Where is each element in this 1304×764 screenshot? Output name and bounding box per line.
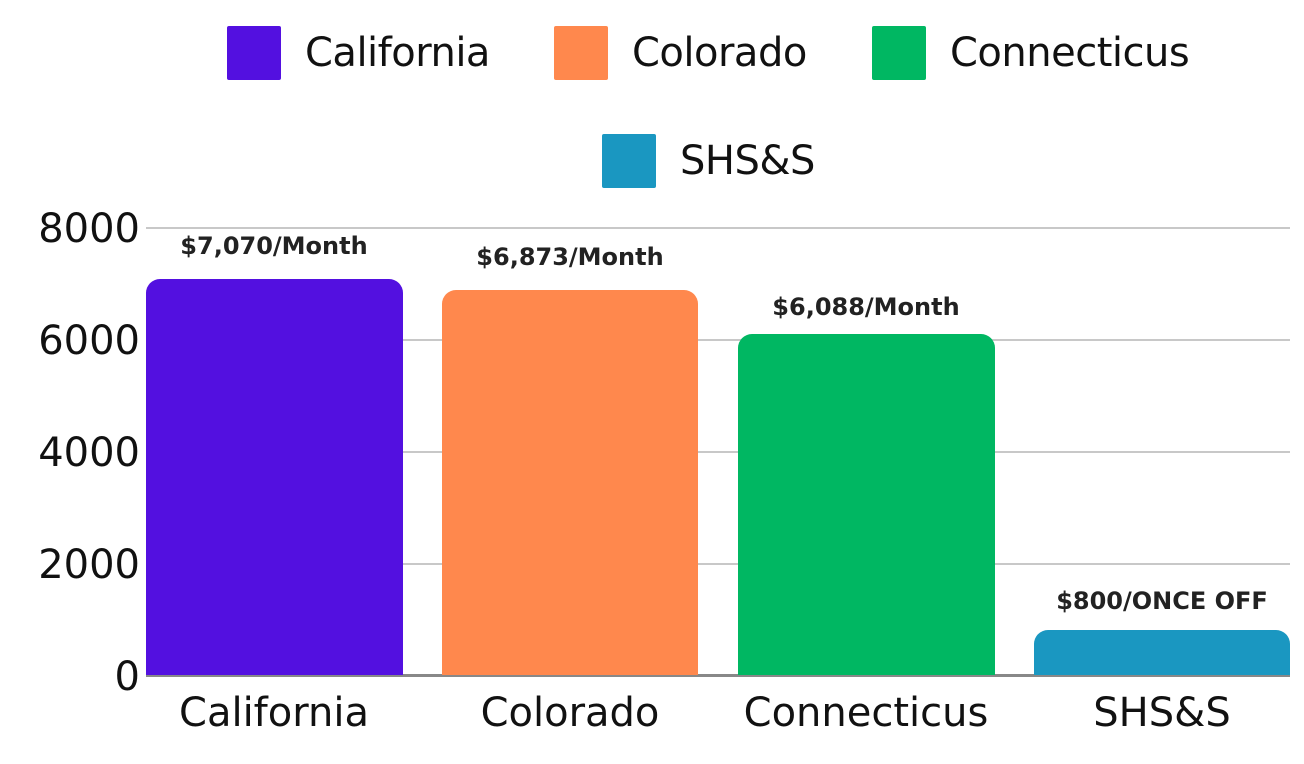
legend-item-shss: SHS&S [602, 134, 815, 188]
bar-label-connecticus: $6,088/Month [772, 293, 960, 321]
legend-label: California [305, 30, 490, 76]
legend-item-california: California [227, 26, 490, 80]
legend-swatch-shss [602, 134, 656, 188]
legend-swatch-connecticus [872, 26, 926, 80]
x-tick-california: California [179, 690, 369, 736]
legend-label: Connecticus [950, 30, 1190, 76]
legend-swatch-colorado [554, 26, 608, 80]
x-tick-connecticus: Connecticus [743, 690, 989, 736]
bar-california [146, 279, 403, 675]
y-tick-2000: 2000 [38, 542, 140, 588]
x-tick-shss: SHS&S [1093, 690, 1231, 736]
bar-colorado [442, 290, 698, 675]
bar-connecticus [738, 334, 995, 675]
gridline-4000 [146, 451, 1290, 453]
y-tick-6000: 6000 [38, 318, 140, 364]
plot-area [146, 227, 1290, 677]
legend-item-connecticus: Connecticus [872, 26, 1190, 80]
x-axis-baseline [146, 674, 1290, 677]
y-tick-0: 0 [114, 654, 140, 700]
gridline-2000 [146, 563, 1290, 565]
legend-swatch-california [227, 26, 281, 80]
bar-label-shss: $800/ONCE OFF [1056, 587, 1268, 615]
bar-label-california: $7,070/Month [180, 232, 368, 260]
bar-label-colorado: $6,873/Month [476, 243, 664, 271]
y-tick-8000: 8000 [38, 206, 140, 252]
bar-shss [1034, 630, 1290, 675]
legend-item-colorado: Colorado [554, 26, 807, 80]
legend-label: SHS&S [680, 138, 815, 184]
x-tick-colorado: Colorado [480, 690, 660, 736]
legend-label: Colorado [632, 30, 807, 76]
gridline-6000 [146, 339, 1290, 341]
y-tick-4000: 4000 [38, 430, 140, 476]
gridline-8000 [146, 227, 1290, 229]
